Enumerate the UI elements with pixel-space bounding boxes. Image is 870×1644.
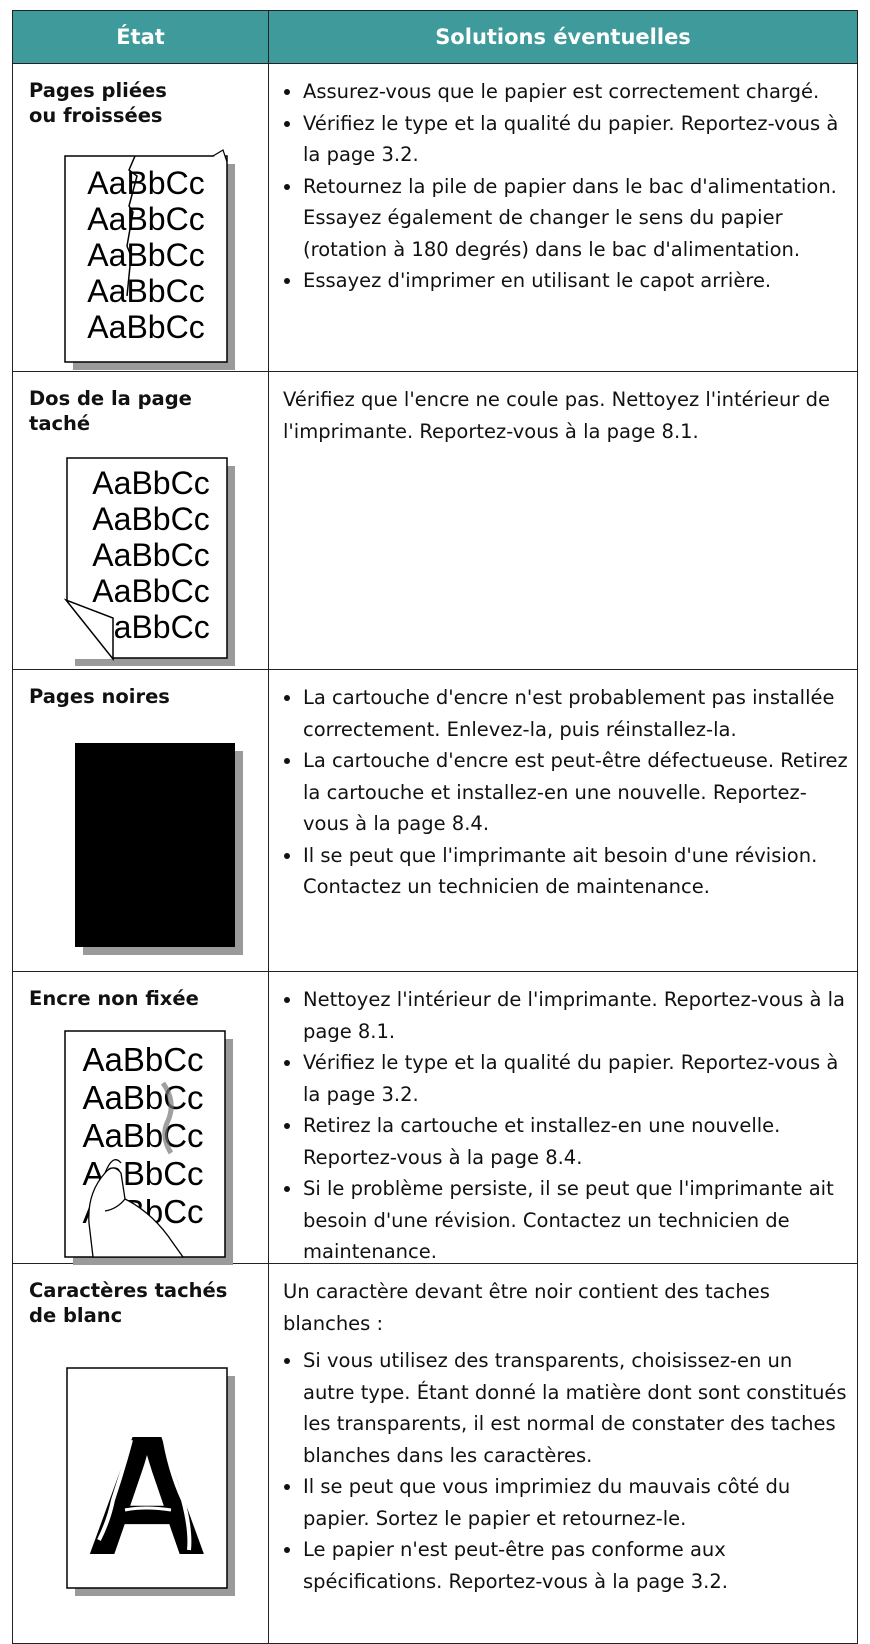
table-header: État Solutions éventuelles	[13, 11, 857, 64]
page	[66, 1367, 228, 1589]
solution-item: Nettoyez l'intérieur de l'imprimante. Re…	[303, 984, 849, 1047]
solution-list: Assurez-vous que le papier est correctem…	[283, 76, 849, 297]
condition-label: Caractères tachés de blanc	[29, 1278, 268, 1328]
solution-text: Un caractère devant être noir contient d…	[283, 1280, 770, 1335]
sample-text: AaBbCc	[87, 273, 204, 309]
solution-item: Assurez-vous que le papier est correctem…	[303, 76, 849, 108]
table-body: Pages pliées ou froissées AaBbCc AaBbCc AaBb…	[13, 64, 857, 1644]
table-row: Pages noires La cartouche d'encre n'est p…	[13, 670, 857, 972]
sample-text: AaBbCc	[87, 309, 204, 345]
sample-text: AaBbCc	[87, 165, 204, 201]
solution-item: Retirez la cartouche et installez-en une…	[303, 1110, 849, 1173]
condition-label: Encre non fixée	[29, 986, 268, 1011]
condition-cell: Pages noires	[13, 670, 269, 971]
header-cell: Solutions éventuelles	[435, 25, 691, 49]
header-cell: État	[13, 11, 269, 63]
condition-line: Dos de la page	[29, 387, 192, 410]
white-streak	[161, 1429, 192, 1551]
solution-item: Essayez d'imprimer en utilisant le capot…	[303, 265, 849, 297]
solution-list: Si vous utilisez des transparents, chois…	[283, 1345, 849, 1597]
condition-label: Dos de la page taché	[29, 386, 268, 436]
page	[66, 457, 228, 659]
condition-cell: Caractères tachés de blanc A	[13, 1264, 269, 1643]
condition-cell: Encre non fixéeAaBbCcAaBbCcAaBbCcAaBbCcA…	[13, 972, 269, 1265]
solution-cell: Un caractère devant être noir contient d…	[269, 1264, 857, 1643]
condition-line: Pages pliées	[29, 79, 167, 102]
solution-list: La cartouche d'encre n'est probablement …	[283, 682, 849, 903]
solution-cell: Assurez-vous que le papier est correctem…	[269, 64, 857, 371]
sample-text: AaBbCc	[92, 573, 209, 609]
condition-line: Caractères tachés	[29, 1279, 228, 1302]
condition-line: de blanc	[29, 1304, 123, 1327]
fold-line	[126, 155, 138, 297]
sample-text: AaBbCc	[87, 237, 204, 273]
solution-item: Il se peut que vous imprimiez du mauvais…	[303, 1471, 849, 1534]
hand-finger	[104, 1159, 126, 1212]
solution-item: Vérifiez le type et la qualité du papier…	[303, 108, 849, 171]
solution-item: Si vous utilisez des transparents, chois…	[303, 1345, 849, 1471]
condition-cell: Pages pliées ou froissées AaBbCc AaBbCc AaBb…	[13, 64, 269, 371]
solution-item: Vérifiez le type et la qualité du papier…	[303, 1047, 849, 1110]
solution-item: Le papier n'est peut-être pas conforme a…	[303, 1534, 849, 1597]
condition-line: ou froissées	[29, 104, 163, 127]
fold-tab	[212, 149, 228, 163]
solution-item: Il se peut que l'imprimante ait besoin d…	[303, 840, 849, 903]
sample-text: AaBbCc	[92, 537, 209, 573]
solution-item: Retournez la pile de papier dans le bac …	[303, 171, 849, 266]
illustration	[75, 743, 243, 955]
sample-text: AaBbCc	[87, 201, 204, 237]
table-row: Encre non fixéeAaBbCcAaBbCcAaBbCcAaBbCcA…	[13, 972, 857, 1265]
hand	[88, 1167, 185, 1258]
condition-cell: Dos de la page taché AaBbCc AaBbCc AaBbCc AaB…	[13, 372, 269, 669]
solution-cell: Vérifiez que l'encre ne coule pas. Netto…	[269, 372, 857, 669]
smudge	[160, 1081, 174, 1155]
page	[75, 743, 235, 947]
condition-label: Pages noires	[29, 684, 268, 709]
solution-text: Vérifiez que l'encre ne coule pas. Netto…	[283, 388, 830, 443]
solution-item: La cartouche d'encre n'est probablement …	[303, 682, 849, 745]
condition-line: Encre non fixée	[29, 987, 199, 1010]
solution-cell: Nettoyez l'intérieur de l'imprimante. Re…	[269, 972, 857, 1263]
sample-text: AaBbCc	[82, 1079, 203, 1116]
corner-fold	[63, 598, 114, 662]
illustration: A	[66, 1367, 235, 1596]
table-row: Caractères tachés de blanc A Un caractère d…	[13, 1264, 857, 1644]
white-streak	[124, 1506, 172, 1512]
solution-list: Nettoyez l'intérieur de l'imprimante. Re…	[283, 984, 849, 1268]
condition-label: Pages pliées ou froissées	[29, 78, 268, 128]
sample-text: AaBbCc	[82, 1117, 203, 1154]
table-row: Pages pliées ou froissées AaBbCc AaBbCc AaBb…	[13, 64, 857, 372]
sample-text: AaBbCc	[92, 501, 209, 537]
solution-item: La cartouche d'encre est peut-être défec…	[303, 745, 849, 840]
troubleshooting-table: État Solutions éventuelles Pages pliées o…	[12, 10, 858, 1644]
table-row: Dos de la page taché AaBbCc AaBbCc AaBbCc AaB…	[13, 372, 857, 670]
solution-cell: La cartouche d'encre n'est probablement …	[269, 670, 857, 971]
page	[64, 155, 228, 363]
sample-text: AaBbCc	[82, 1041, 203, 1078]
sample-text: AaBbCc	[92, 465, 209, 501]
condition-line: Pages noires	[29, 685, 170, 708]
solution-item: Si le problème persiste, il se peut que …	[303, 1173, 849, 1268]
sample-letter: A	[86, 1401, 209, 1591]
white-streak	[97, 1439, 133, 1541]
condition-line: taché	[29, 412, 91, 435]
